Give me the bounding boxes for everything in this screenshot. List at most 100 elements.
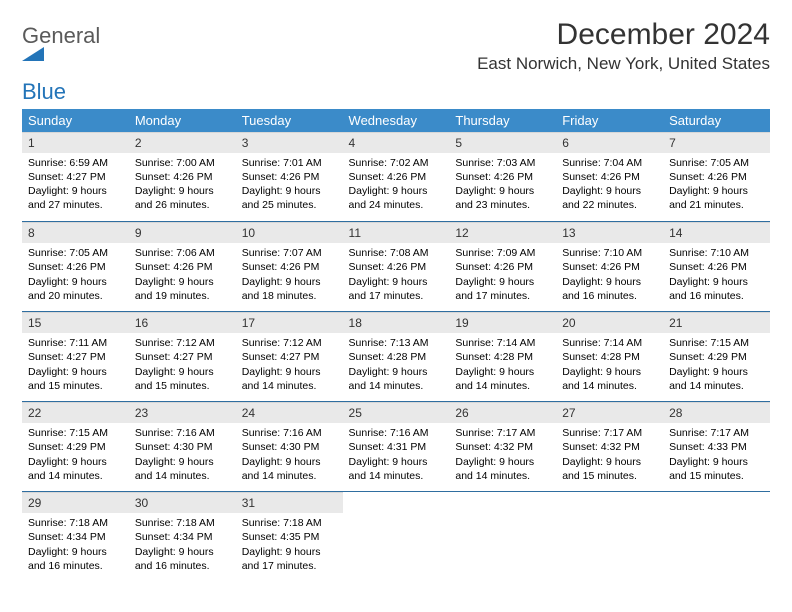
weekday-header: Wednesday [343, 109, 450, 132]
day-details: Sunrise: 7:15 AMSunset: 4:29 PMDaylight:… [663, 333, 770, 399]
day-details: Sunrise: 7:05 AMSunset: 4:26 PMDaylight:… [663, 153, 770, 219]
day-number: 19 [449, 312, 556, 333]
day-details: Sunrise: 7:18 AMSunset: 4:34 PMDaylight:… [22, 513, 129, 579]
logo: General Blue [22, 18, 100, 103]
day-number: 6 [556, 132, 663, 153]
day-number: 1 [22, 132, 129, 153]
logo-word1: General [22, 23, 100, 48]
calendar-day-cell: 3Sunrise: 7:01 AMSunset: 4:26 PMDaylight… [236, 132, 343, 222]
day-number: 14 [663, 222, 770, 243]
day-details: Sunrise: 7:02 AMSunset: 4:26 PMDaylight:… [343, 153, 450, 219]
day-number: 9 [129, 222, 236, 243]
day-details: Sunrise: 7:07 AMSunset: 4:26 PMDaylight:… [236, 243, 343, 309]
calendar-day-cell: 29Sunrise: 7:18 AMSunset: 4:34 PMDayligh… [22, 492, 129, 582]
day-details: Sunrise: 7:16 AMSunset: 4:30 PMDaylight:… [129, 423, 236, 489]
calendar-day-cell: 22Sunrise: 7:15 AMSunset: 4:29 PMDayligh… [22, 402, 129, 492]
day-number: 20 [556, 312, 663, 333]
day-number: 18 [343, 312, 450, 333]
day-details: Sunrise: 7:18 AMSunset: 4:35 PMDaylight:… [236, 513, 343, 579]
day-details: Sunrise: 7:08 AMSunset: 4:26 PMDaylight:… [343, 243, 450, 309]
calendar-week-row: 29Sunrise: 7:18 AMSunset: 4:34 PMDayligh… [22, 492, 770, 582]
calendar-day-cell: 5Sunrise: 7:03 AMSunset: 4:26 PMDaylight… [449, 132, 556, 222]
day-number: 3 [236, 132, 343, 153]
title-block: December 2024 East Norwich, New York, Un… [477, 18, 770, 74]
calendar-day-cell: 18Sunrise: 7:13 AMSunset: 4:28 PMDayligh… [343, 312, 450, 402]
day-number: 29 [22, 492, 129, 513]
day-details: Sunrise: 7:16 AMSunset: 4:31 PMDaylight:… [343, 423, 450, 489]
calendar-day-cell: 23Sunrise: 7:16 AMSunset: 4:30 PMDayligh… [129, 402, 236, 492]
day-number: 7 [663, 132, 770, 153]
calendar-page: General Blue December 2024 East Norwich, … [0, 0, 792, 600]
day-details: Sunrise: 7:14 AMSunset: 4:28 PMDaylight:… [449, 333, 556, 399]
day-details: Sunrise: 7:09 AMSunset: 4:26 PMDaylight:… [449, 243, 556, 309]
day-number: 5 [449, 132, 556, 153]
day-details: Sunrise: 7:10 AMSunset: 4:26 PMDaylight:… [556, 243, 663, 309]
day-details: Sunrise: 6:59 AMSunset: 4:27 PMDaylight:… [22, 153, 129, 219]
calendar-day-cell: 19Sunrise: 7:14 AMSunset: 4:28 PMDayligh… [449, 312, 556, 402]
day-details: Sunrise: 7:12 AMSunset: 4:27 PMDaylight:… [129, 333, 236, 399]
day-number: 21 [663, 312, 770, 333]
day-number: 8 [22, 222, 129, 243]
day-number: 27 [556, 402, 663, 423]
day-number: 22 [22, 402, 129, 423]
calendar-week-row: 22Sunrise: 7:15 AMSunset: 4:29 PMDayligh… [22, 402, 770, 492]
calendar-day-cell: 25Sunrise: 7:16 AMSunset: 4:31 PMDayligh… [343, 402, 450, 492]
logo-word2: Blue [22, 79, 66, 104]
calendar-day-cell: 11Sunrise: 7:08 AMSunset: 4:26 PMDayligh… [343, 222, 450, 312]
day-number: 26 [449, 402, 556, 423]
day-number: 10 [236, 222, 343, 243]
day-details: Sunrise: 7:17 AMSunset: 4:32 PMDaylight:… [449, 423, 556, 489]
calendar-day-cell: 10Sunrise: 7:07 AMSunset: 4:26 PMDayligh… [236, 222, 343, 312]
calendar-day-cell: 31Sunrise: 7:18 AMSunset: 4:35 PMDayligh… [236, 492, 343, 582]
weekday-header: Sunday [22, 109, 129, 132]
day-details: Sunrise: 7:17 AMSunset: 4:33 PMDaylight:… [663, 423, 770, 489]
day-number: 24 [236, 402, 343, 423]
calendar-day-cell: 26Sunrise: 7:17 AMSunset: 4:32 PMDayligh… [449, 402, 556, 492]
day-details: Sunrise: 7:10 AMSunset: 4:26 PMDaylight:… [663, 243, 770, 309]
weekday-header: Monday [129, 109, 236, 132]
day-number: 17 [236, 312, 343, 333]
calendar-day-cell: 9Sunrise: 7:06 AMSunset: 4:26 PMDaylight… [129, 222, 236, 312]
calendar-day-cell: 30Sunrise: 7:18 AMSunset: 4:34 PMDayligh… [129, 492, 236, 582]
day-number: 11 [343, 222, 450, 243]
calendar-body: 1Sunrise: 6:59 AMSunset: 4:27 PMDaylight… [22, 132, 770, 582]
day-number: 25 [343, 402, 450, 423]
calendar-day-cell: 2Sunrise: 7:00 AMSunset: 4:26 PMDaylight… [129, 132, 236, 222]
day-number: 30 [129, 492, 236, 513]
day-details: Sunrise: 7:16 AMSunset: 4:30 PMDaylight:… [236, 423, 343, 489]
weekday-header: Thursday [449, 109, 556, 132]
day-details: Sunrise: 7:06 AMSunset: 4:26 PMDaylight:… [129, 243, 236, 309]
calendar-day-cell: 16Sunrise: 7:12 AMSunset: 4:27 PMDayligh… [129, 312, 236, 402]
day-number: 13 [556, 222, 663, 243]
day-number: 23 [129, 402, 236, 423]
day-number: 31 [236, 492, 343, 513]
calendar-table: SundayMondayTuesdayWednesdayThursdayFrid… [22, 109, 770, 582]
day-details: Sunrise: 7:14 AMSunset: 4:28 PMDaylight:… [556, 333, 663, 399]
day-number: 2 [129, 132, 236, 153]
weekday-header: Saturday [663, 109, 770, 132]
day-number: 15 [22, 312, 129, 333]
calendar-header-row: SundayMondayTuesdayWednesdayThursdayFrid… [22, 109, 770, 132]
calendar-day-cell: 4Sunrise: 7:02 AMSunset: 4:26 PMDaylight… [343, 132, 450, 222]
calendar-day-cell: 8Sunrise: 7:05 AMSunset: 4:26 PMDaylight… [22, 222, 129, 312]
day-details: Sunrise: 7:11 AMSunset: 4:27 PMDaylight:… [22, 333, 129, 399]
day-details: Sunrise: 7:12 AMSunset: 4:27 PMDaylight:… [236, 333, 343, 399]
day-number: 16 [129, 312, 236, 333]
day-details: Sunrise: 7:00 AMSunset: 4:26 PMDaylight:… [129, 153, 236, 219]
location-text: East Norwich, New York, United States [477, 54, 770, 74]
day-details: Sunrise: 7:04 AMSunset: 4:26 PMDaylight:… [556, 153, 663, 219]
day-details: Sunrise: 7:15 AMSunset: 4:29 PMDaylight:… [22, 423, 129, 489]
calendar-day-cell: 20Sunrise: 7:14 AMSunset: 4:28 PMDayligh… [556, 312, 663, 402]
calendar-day-cell: 12Sunrise: 7:09 AMSunset: 4:26 PMDayligh… [449, 222, 556, 312]
day-number: 4 [343, 132, 450, 153]
day-details: Sunrise: 7:05 AMSunset: 4:26 PMDaylight:… [22, 243, 129, 309]
calendar-day-cell: 28Sunrise: 7:17 AMSunset: 4:33 PMDayligh… [663, 402, 770, 492]
day-details: Sunrise: 7:17 AMSunset: 4:32 PMDaylight:… [556, 423, 663, 489]
calendar-day-cell: 24Sunrise: 7:16 AMSunset: 4:30 PMDayligh… [236, 402, 343, 492]
calendar-day-cell: 15Sunrise: 7:11 AMSunset: 4:27 PMDayligh… [22, 312, 129, 402]
logo-triangle-icon [22, 47, 100, 61]
calendar-week-row: 15Sunrise: 7:11 AMSunset: 4:27 PMDayligh… [22, 312, 770, 402]
calendar-day-cell: 1Sunrise: 6:59 AMSunset: 4:27 PMDaylight… [22, 132, 129, 222]
logo-text: General Blue [22, 26, 100, 103]
day-number: 12 [449, 222, 556, 243]
